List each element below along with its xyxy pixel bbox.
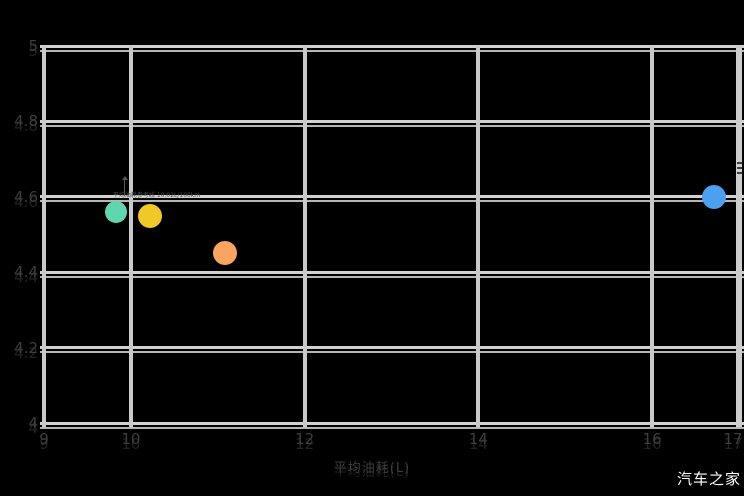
x-tick-label: 14	[468, 430, 488, 448]
bubble-yellow	[137, 203, 162, 228]
x-tick-label: 10	[121, 430, 141, 448]
y-tick-label: 5	[28, 37, 38, 55]
x-gridline	[42, 46, 46, 427]
y-gridline-echo	[40, 200, 744, 203]
clipped-label-dash	[737, 167, 742, 169]
y-tick-label: 4.4	[14, 263, 38, 282]
y-gridline-echo	[40, 275, 744, 278]
y-gridline	[40, 346, 744, 350]
plot-right-border	[736, 46, 742, 427]
y-tick-label: 4.6	[14, 187, 38, 206]
y-gridline-echo	[40, 124, 744, 127]
bubble-teal	[105, 200, 128, 223]
y-gridline-echo	[40, 426, 744, 429]
y-gridline	[40, 195, 744, 199]
bubble-blue	[701, 184, 726, 209]
watermark-autohome: 汽车之家	[676, 470, 741, 488]
y-gridline-echo	[40, 351, 744, 354]
x-tick-label: 9	[39, 430, 49, 448]
y-gridline-echo	[40, 49, 744, 52]
y-gridline	[40, 270, 744, 274]
x-tick-label: 17	[723, 430, 743, 448]
x-gridline	[302, 46, 307, 427]
annotation-arrow-icon	[121, 176, 128, 180]
annotation-text: 平均油耗参考线 10.02L/100km	[112, 192, 201, 199]
x-gridline	[128, 46, 133, 427]
x-tick-label: 12	[295, 430, 315, 448]
y-gridline	[40, 119, 744, 123]
clipped-label-dash	[737, 162, 742, 164]
clipped-right-label	[737, 162, 742, 174]
y-tick-label: 4.8	[14, 112, 38, 131]
y-gridline	[40, 421, 744, 425]
x-gridline	[476, 46, 481, 427]
y-tick-label: 4.2	[14, 338, 38, 357]
annotation-pointer-line	[123, 179, 125, 196]
x-axis-title: 平均油耗(L)	[333, 461, 411, 476]
y-tick-label: 4	[28, 414, 38, 432]
x-gridline	[650, 46, 655, 427]
x-tick-label: 16	[642, 430, 662, 448]
y-gridline	[40, 44, 744, 48]
clipped-label-dash	[737, 172, 742, 174]
bubble-orange	[212, 241, 237, 266]
